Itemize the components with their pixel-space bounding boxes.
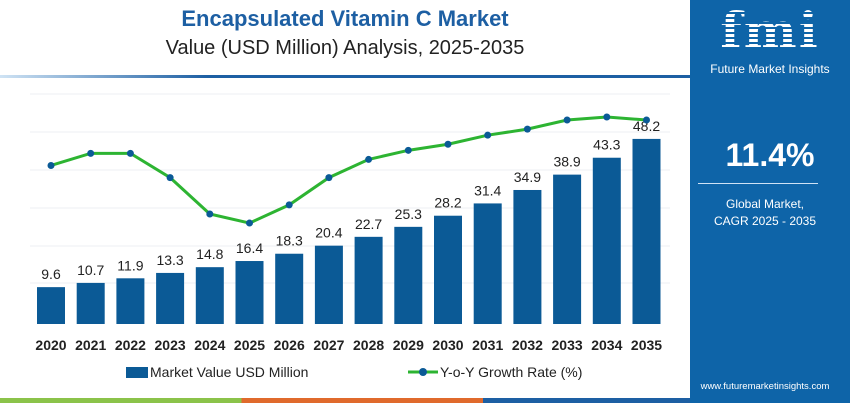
growth-point xyxy=(126,149,134,157)
x-tick-label: 2020 xyxy=(35,337,66,353)
bar-value-label: 34.9 xyxy=(514,169,541,185)
x-tick-label: 2028 xyxy=(353,337,384,353)
bar-value-label: 13.3 xyxy=(156,252,183,268)
growth-point xyxy=(563,116,571,124)
cagr-label-line1: Global Market, xyxy=(725,197,805,211)
fmi-logo: fmi xyxy=(690,4,850,58)
bar xyxy=(275,253,304,324)
growth-point xyxy=(404,146,412,154)
cagr-value: 11.4% xyxy=(725,137,815,173)
x-tick-label: 2027 xyxy=(313,337,344,353)
bar xyxy=(314,245,343,324)
bar xyxy=(434,215,462,324)
growth-point xyxy=(325,174,333,182)
bar-value-label: 31.4 xyxy=(474,182,501,198)
growth-point xyxy=(523,125,531,133)
growth-point xyxy=(643,116,650,124)
bar xyxy=(156,272,185,324)
growth-point xyxy=(444,140,452,148)
chart-subtitle: Value (USD Million) Analysis, 2025-2035 xyxy=(165,37,525,59)
bar xyxy=(473,203,502,324)
growth-point xyxy=(206,210,214,218)
bar-value-label: 38.9 xyxy=(553,154,580,170)
website-url[interactable]: www.futuremarketinsights.com xyxy=(700,381,830,392)
bar xyxy=(76,282,105,324)
legend-line-swatch xyxy=(408,368,438,376)
x-tick-label: 2032 xyxy=(512,337,543,353)
cagr-label-line2: CAGR 2025 - 2035 xyxy=(713,214,817,228)
bar-value-label: 11.9 xyxy=(117,257,143,273)
x-tick-label: 2030 xyxy=(432,337,463,353)
bar-value-label: 9.6 xyxy=(41,266,61,282)
bar-value-label: 10.7 xyxy=(77,262,104,278)
x-tick-label: 2029 xyxy=(393,337,424,353)
bar xyxy=(354,236,383,324)
growth-point xyxy=(285,201,293,209)
x-tick-label: 2021 xyxy=(75,337,106,353)
x-tick-label: 2025 xyxy=(234,337,265,353)
side-panel: fmi Future Market Insights 11.4% Global … xyxy=(690,0,850,403)
growth-point xyxy=(47,161,55,169)
legend-line: Y-o-Y Growth Rate (%) xyxy=(408,364,582,380)
bar xyxy=(195,267,224,324)
bar-value-label: 20.4 xyxy=(315,225,342,241)
growth-point xyxy=(603,113,611,121)
bar xyxy=(116,278,145,324)
x-tick-label: 2033 xyxy=(552,337,583,353)
x-tick-label: 2026 xyxy=(274,337,305,353)
bar-value-label: 22.7 xyxy=(355,216,382,232)
x-tick-label: 2031 xyxy=(472,337,503,353)
x-tick-label: 2022 xyxy=(115,337,146,353)
x-tick-label: 2023 xyxy=(155,337,186,353)
x-tick-label: 2035 xyxy=(631,337,662,353)
bar xyxy=(553,174,582,324)
bar xyxy=(513,189,542,324)
bottom-color-bar xyxy=(0,398,690,403)
bar xyxy=(235,261,264,324)
growth-point xyxy=(166,174,174,182)
bar-value-label: 43.3 xyxy=(593,137,620,153)
panel-divider xyxy=(698,183,818,184)
legend-line-label: Y-o-Y Growth Rate (%) xyxy=(440,364,583,380)
bar-value-label: 16.4 xyxy=(236,240,263,256)
bar-value-label: 25.3 xyxy=(395,206,422,222)
cagr-label: Global Market, CAGR 2025 - 2035 xyxy=(690,196,840,230)
legend-bar-swatch xyxy=(126,366,148,378)
bar-value-label: 18.3 xyxy=(276,233,303,249)
growth-point xyxy=(365,155,373,163)
growth-line xyxy=(50,115,647,225)
bar xyxy=(632,138,661,324)
chart-title: Encapsulated Vitamin C Market xyxy=(181,6,509,31)
bar-value-label: 28.2 xyxy=(434,195,461,211)
growth-point xyxy=(484,131,492,139)
bar-value-label: 48.2 xyxy=(633,118,660,134)
bar xyxy=(37,287,65,324)
logo-subtitle: Future Market Insights xyxy=(710,62,830,76)
legend-bar-label: Market Value USD Million xyxy=(150,364,309,380)
title-divider xyxy=(0,75,690,78)
legend-bar: Market Value USD Million xyxy=(126,364,308,380)
bar-value-label: 14.8 xyxy=(196,246,223,262)
x-tick-label: 2034 xyxy=(591,337,622,353)
combo-chart: 9.6 2020 10.7 2021 11.9 2022 13.3 2023 14.8 2024 1… xyxy=(30,93,670,353)
x-tick-label: 2024 xyxy=(194,337,225,353)
bar xyxy=(394,226,423,324)
growth-point xyxy=(246,219,253,227)
bar xyxy=(592,157,621,324)
growth-point xyxy=(87,149,95,157)
